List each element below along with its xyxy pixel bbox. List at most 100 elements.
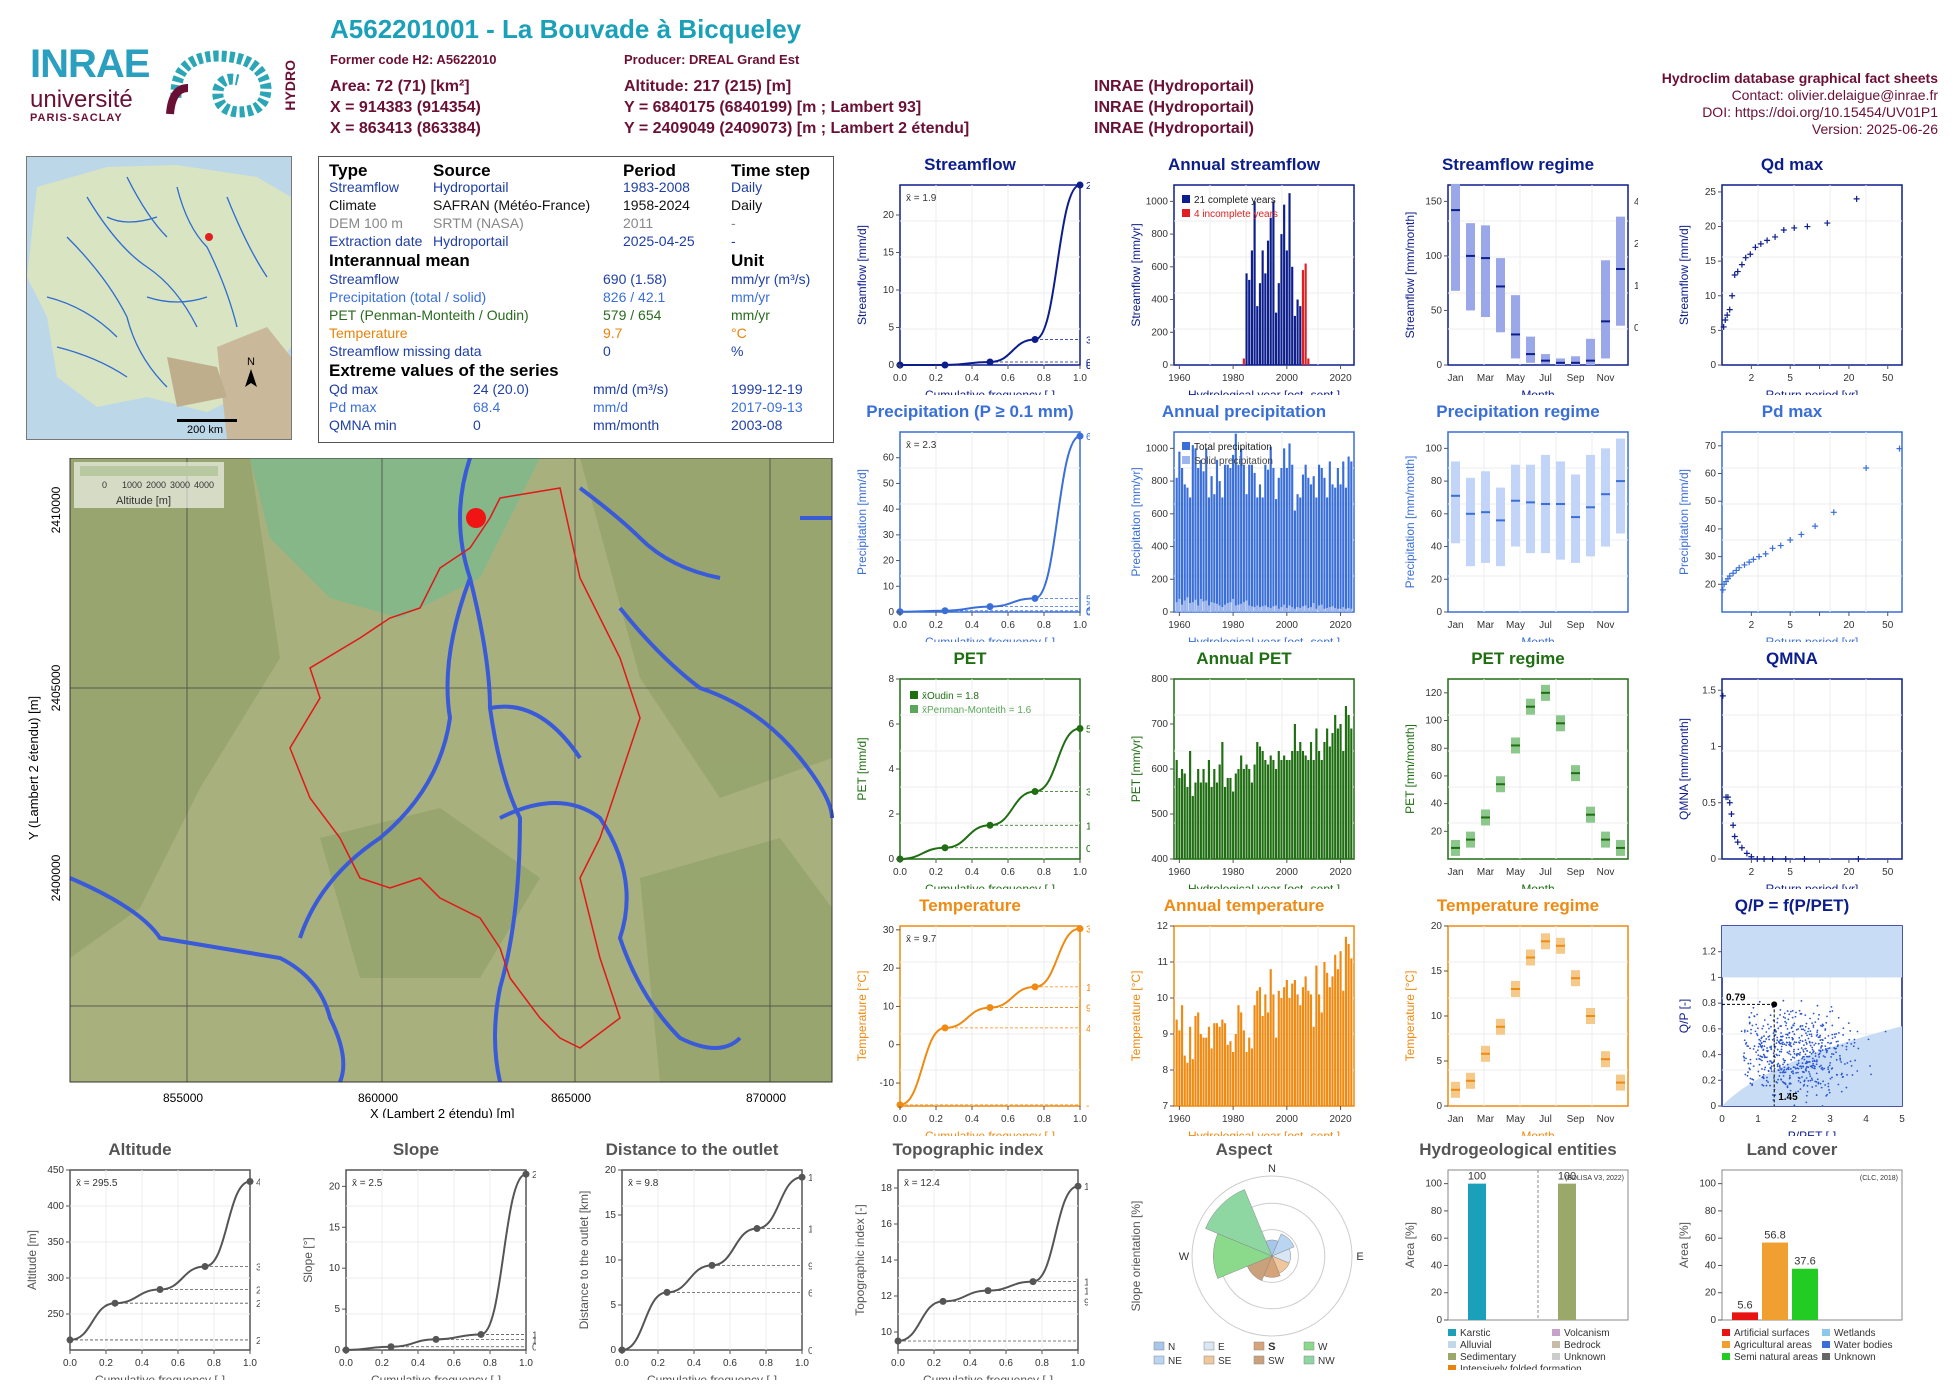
qp-point — [1788, 1036, 1790, 1039]
qp-point — [1796, 1071, 1799, 1074]
x-axis-label: Return period [yr] — [1766, 635, 1859, 642]
legend-swatch — [1182, 456, 1190, 464]
precipitation_regime-panel: Precipitation regime Jan Mar May Jul Sep Nov 0 2… — [1398, 402, 1638, 642]
qp-point — [1802, 1085, 1805, 1087]
qp-point — [1746, 1074, 1749, 1077]
regime-range — [1601, 260, 1610, 359]
regime-range — [1511, 464, 1520, 547]
x-tick: 855000 — [163, 1091, 203, 1105]
x-tick-label: 1980 — [1222, 620, 1245, 631]
qp-point — [1801, 1024, 1804, 1027]
legend-label: W — [1318, 1342, 1328, 1353]
qp-point — [1784, 1082, 1787, 1085]
qp-point — [1777, 1062, 1780, 1065]
qp-label-x: 1.45 — [1778, 1092, 1798, 1103]
quantile-point — [477, 1330, 485, 1338]
y-tick-label: 5 — [610, 1300, 616, 1311]
x-tick-label: Jul — [1539, 1114, 1552, 1125]
x-tick-label: Nov — [1597, 620, 1615, 631]
qp-point — [1758, 1074, 1761, 1077]
qp-point — [1795, 1054, 1798, 1057]
annual-bar — [1344, 936, 1348, 1106]
qp-point — [1798, 1036, 1801, 1039]
x-tick-label: 0.8 — [1037, 867, 1051, 878]
qp-mean-point — [1771, 1001, 1778, 1008]
x-tick-label: 0.8 — [1037, 373, 1051, 384]
x-axis-label: Cumulative frequency [-] — [647, 1373, 777, 1380]
y-l2: Y = 2409049 (2409073) [m ; Lambert 2 éte… — [624, 120, 970, 137]
hydrogeo-panel: Hydrogeological entities 100 100 0 20 40 60 80 1… — [1398, 1140, 1638, 1370]
annual-bar — [1229, 1041, 1232, 1106]
annual-bar — [1207, 760, 1210, 859]
solid-bar — [1186, 597, 1189, 612]
quantile-point — [201, 1262, 209, 1270]
altitude-panel: Altitude 434 316 284 265 214 250 300 350 400 450 0.… — [20, 1140, 260, 1380]
y-axis-label: Temperature [°C] — [1129, 971, 1143, 1062]
pd_max-panel: Pd max 2 5 20 50 20 30 40 50 60 70 Precipitation [m… — [1672, 402, 1912, 642]
qp-point — [1812, 1026, 1815, 1028]
qp-point — [1821, 1041, 1823, 1044]
annual-bar — [1250, 782, 1253, 859]
qp-point — [1817, 1018, 1820, 1020]
legend-swatch — [1722, 1329, 1730, 1336]
qp-point — [1791, 1038, 1794, 1041]
annual-bar — [1197, 769, 1200, 859]
qp-point — [1825, 1021, 1828, 1024]
annual-bar — [1336, 969, 1339, 1106]
annual-bar — [1245, 764, 1248, 859]
x-tick-label: Jan — [1447, 1114, 1463, 1125]
y-tick-label: 40 — [1431, 542, 1443, 553]
qp-point — [1835, 1058, 1838, 1061]
qp-point — [1811, 1064, 1814, 1067]
return-period-point — [1769, 856, 1776, 862]
annual-bar — [1339, 724, 1342, 859]
legend-swatch — [1303, 1341, 1315, 1351]
qp-point — [1802, 1028, 1805, 1031]
annual-bar — [1199, 459, 1202, 612]
qp-point — [1800, 1028, 1803, 1031]
qp-point — [1752, 1048, 1755, 1050]
annual_precipitation-plot: 0 200 400 600 800 1000 1960 1980 2000 2020 Total p… — [1129, 431, 1355, 642]
qp-point — [1763, 1068, 1766, 1071]
annual-bar — [1301, 751, 1305, 859]
annual-bar — [1334, 487, 1337, 612]
x-tick-label: 2000 — [1276, 373, 1299, 384]
annual-bar — [1207, 497, 1210, 612]
y-tick-label: 300 — [47, 1273, 64, 1284]
qp-point — [1782, 1041, 1784, 1044]
annual-bar — [1218, 481, 1221, 612]
x-axis-label: Cumulative frequency [-] — [925, 882, 1055, 889]
qp-point — [1784, 1020, 1787, 1023]
return-period-point — [1780, 227, 1787, 233]
solid-bar — [1296, 607, 1299, 612]
y-tick-label: 400 — [1151, 854, 1168, 865]
quantile-point — [941, 844, 949, 852]
qp-point — [1785, 1022, 1788, 1024]
qp-point — [1806, 1084, 1809, 1087]
regime-range — [1571, 356, 1580, 365]
y-tick-label: 15 — [329, 1222, 341, 1233]
x-tick-label: 4 — [1863, 1114, 1869, 1125]
solid-bar — [1189, 603, 1192, 612]
qd_max-panel: Qd max 2 5 20 50 0 5 10 15 20 25 Streamflow [mm/d] R… — [1672, 155, 1912, 395]
y-tick-label: 100 — [1425, 1179, 1442, 1190]
qp-point — [1775, 1042, 1778, 1045]
qp-point — [1756, 1034, 1759, 1037]
qp-point — [1778, 1054, 1781, 1057]
table-row: Temperature 9.7 °C — [329, 325, 747, 341]
y-tick-label: 20 — [1705, 222, 1717, 233]
qp-point — [1775, 1053, 1778, 1056]
annual-bar — [1226, 464, 1229, 612]
solid-bar — [1221, 607, 1224, 612]
qp-point — [1805, 1022, 1808, 1025]
y-tick-label: 0 — [334, 1345, 340, 1356]
qp-point — [1806, 1065, 1808, 1068]
legend-label: Unknown — [1834, 1352, 1876, 1363]
annual-bar — [1299, 497, 1302, 612]
y-tick-label: 20 — [883, 210, 895, 221]
annual-bar — [1221, 497, 1224, 612]
qmna-title: QMNA — [1766, 649, 1818, 668]
qp-point — [1849, 1030, 1852, 1032]
y-tick-label: 0 — [888, 607, 894, 618]
qp-point — [1851, 1074, 1854, 1076]
